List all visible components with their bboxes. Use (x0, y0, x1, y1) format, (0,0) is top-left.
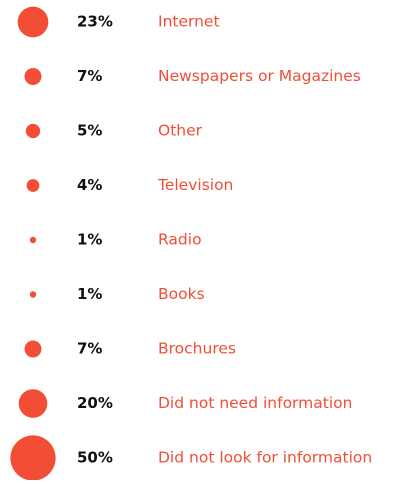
value-label: 7% (77, 340, 102, 358)
bubble (10, 435, 56, 481)
bubble (24, 68, 42, 85)
category-label: Other (158, 122, 203, 140)
category-label: Television (157, 176, 233, 194)
category-label: Newspapers or Magazines (158, 67, 361, 85)
category-label: Did not look for information (158, 449, 372, 467)
bubble (25, 123, 41, 139)
category-label: Radio (158, 231, 202, 249)
value-label: 1% (77, 231, 102, 249)
value-label: 20% (77, 394, 113, 412)
bubble (18, 389, 48, 418)
category-label: Brochures (158, 340, 236, 358)
value-label: 4% (77, 176, 102, 194)
value-label: 50% (77, 449, 113, 467)
bubble (24, 340, 42, 358)
bubble (29, 236, 37, 244)
bubble (17, 6, 49, 38)
category-label: Did not need information (158, 394, 352, 412)
bubble (29, 291, 37, 298)
bubble (26, 179, 40, 192)
value-label: 23% (77, 13, 113, 31)
value-label: 5% (77, 122, 102, 140)
category-label: Books (158, 285, 205, 303)
value-label: 7% (77, 67, 102, 85)
value-label: 1% (77, 285, 102, 303)
category-label: Internet (158, 13, 220, 31)
